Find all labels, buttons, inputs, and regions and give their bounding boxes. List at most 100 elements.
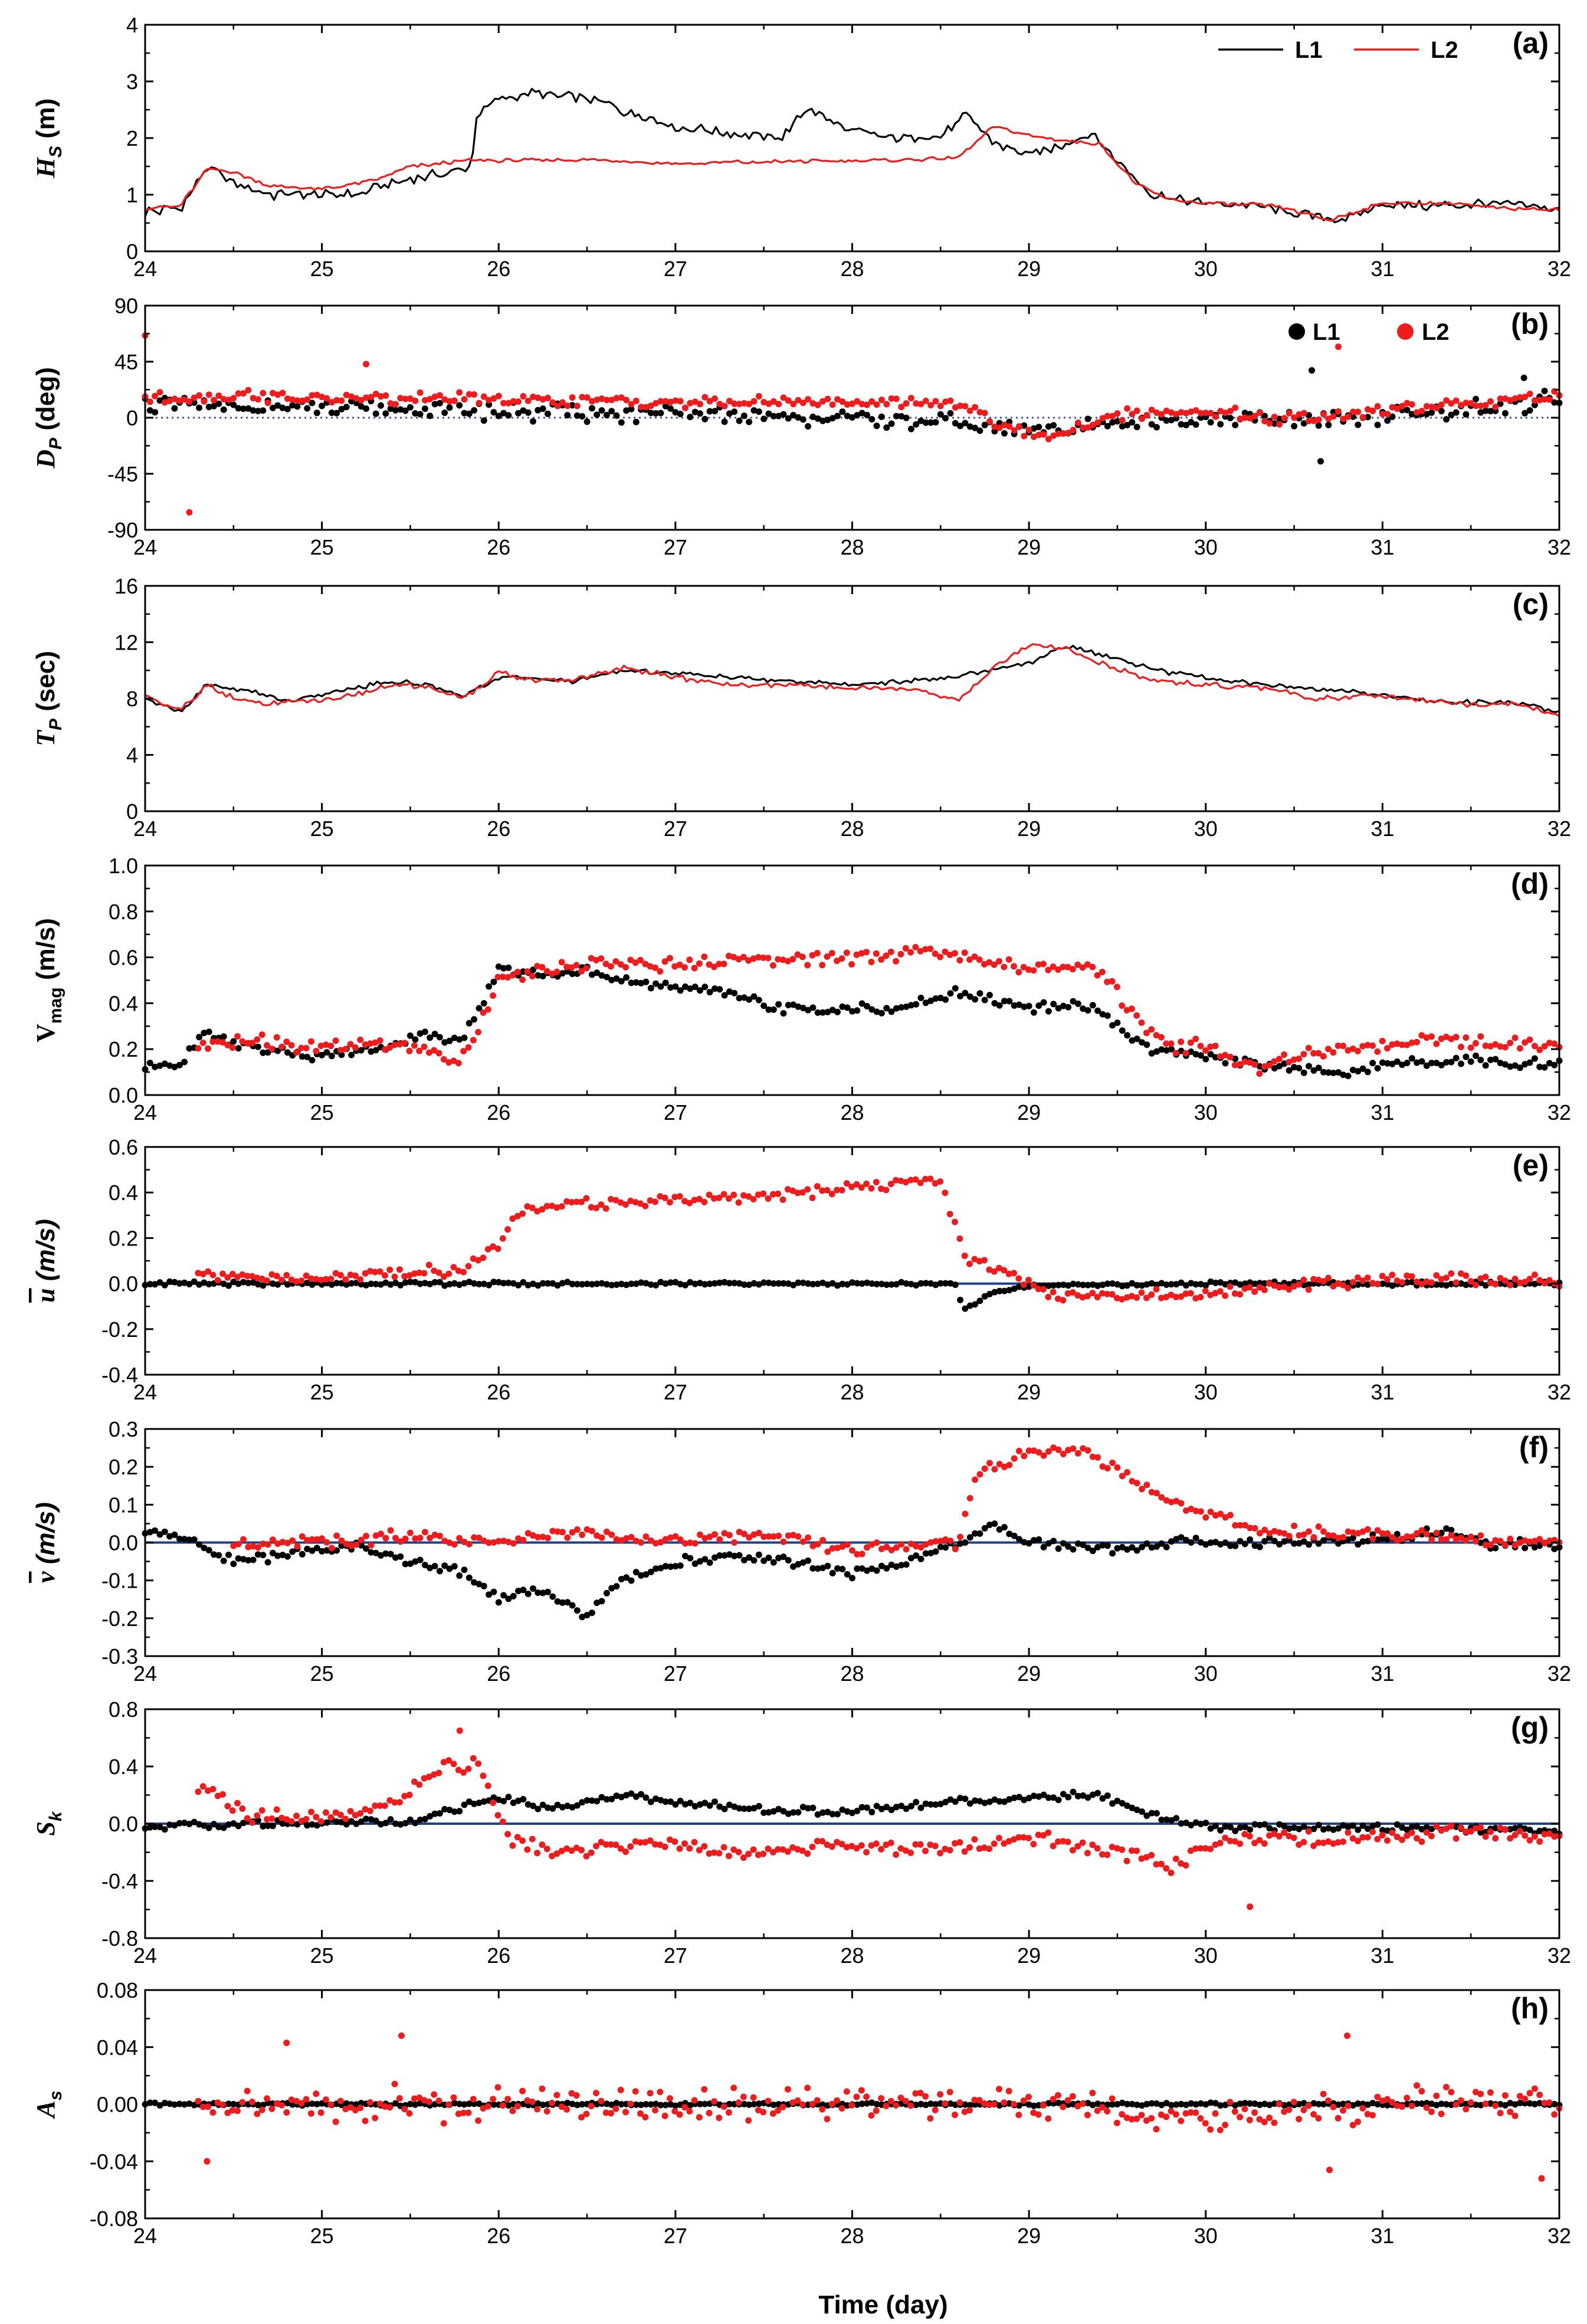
data-point	[240, 1820, 247, 1827]
data-point	[1452, 1034, 1460, 1041]
data-point	[397, 395, 404, 402]
data-point	[465, 1044, 472, 1051]
data-point	[868, 2099, 876, 2106]
data-point	[1349, 2102, 1356, 2109]
data-point	[897, 950, 904, 958]
data-point	[1501, 2092, 1509, 2099]
data-point	[362, 1041, 369, 1048]
data-point	[1050, 1843, 1057, 1850]
data-point	[598, 395, 605, 402]
data-point	[1139, 1039, 1146, 1046]
data-point	[966, 993, 973, 1000]
data-point	[731, 1280, 738, 1287]
data-point	[1153, 1490, 1160, 1497]
data-point	[642, 978, 650, 985]
data-point	[682, 983, 688, 990]
data-point	[927, 2100, 935, 2107]
data-point	[1379, 1530, 1386, 1537]
data-point	[1045, 1448, 1052, 1455]
data-point	[829, 1811, 836, 1818]
data-point	[476, 1535, 483, 1541]
data-point	[1325, 1825, 1332, 1832]
data-point	[1148, 1026, 1155, 1033]
data-point	[1158, 2102, 1165, 2109]
data-point	[524, 968, 531, 975]
data-point	[642, 961, 649, 968]
data-point	[1188, 1506, 1195, 1512]
data-point	[888, 1561, 895, 1568]
data-point	[1536, 396, 1543, 404]
data-point	[1291, 1540, 1298, 1547]
data-point	[986, 1460, 993, 1467]
data-point	[1197, 2100, 1204, 2107]
data-point	[573, 2102, 581, 2109]
data-point	[854, 412, 861, 419]
data-point	[622, 2109, 629, 2116]
data-point	[376, 1037, 383, 1044]
data-point	[986, 1846, 993, 1853]
data-point	[1251, 1288, 1258, 1295]
data-point	[1458, 1060, 1464, 1067]
data-point	[451, 1034, 458, 1041]
data-point	[1227, 408, 1234, 415]
data-point	[677, 1536, 684, 1543]
data-point	[780, 394, 787, 401]
x-tick-label: 26	[487, 2224, 510, 2248]
data-point	[986, 1798, 993, 1805]
data-point	[264, 1541, 271, 1548]
data-point	[1153, 1861, 1160, 1868]
data-point	[156, 1824, 163, 1831]
data-point	[519, 976, 526, 984]
data-point	[337, 2097, 344, 2105]
series-line-L2	[145, 643, 1560, 717]
data-point	[455, 1766, 462, 1774]
data-point	[264, 1277, 270, 1284]
data-point	[427, 396, 434, 402]
data-point	[913, 1799, 920, 1805]
data-point	[1138, 1289, 1145, 1296]
data-point	[392, 2100, 399, 2107]
data-point	[1055, 1005, 1062, 1012]
data-point	[1001, 1524, 1008, 1530]
data-point	[804, 962, 811, 969]
data-point	[211, 396, 217, 404]
data-point	[1217, 2126, 1224, 2133]
y-tick-label: 0.04	[97, 2035, 138, 2060]
data-point	[637, 1839, 644, 1846]
data-point	[524, 397, 532, 404]
data-point	[465, 1020, 473, 1027]
data-point	[1020, 2097, 1027, 2104]
data-point	[1291, 1824, 1298, 1831]
data-point	[431, 1031, 438, 1037]
data-point	[1168, 417, 1175, 424]
data-point	[1084, 2112, 1091, 2119]
data-point	[789, 2099, 796, 2106]
data-point	[490, 395, 497, 402]
data-point	[780, 1808, 787, 1815]
data-point	[1448, 400, 1455, 407]
data-point	[1247, 1279, 1254, 1286]
data-point	[957, 1540, 964, 1547]
data-point	[981, 2100, 988, 2107]
data-point	[397, 1538, 404, 1545]
data-point	[1296, 1064, 1303, 1071]
data-point	[697, 2100, 703, 2107]
data-point	[1222, 1834, 1229, 1841]
x-tick-label: 30	[1194, 535, 1218, 559]
data-point	[471, 1579, 478, 1586]
data-point	[500, 409, 507, 417]
data-point	[1178, 421, 1185, 428]
data-point	[731, 400, 738, 407]
data-point	[1158, 411, 1165, 418]
data-point	[1069, 966, 1076, 973]
data-point	[947, 410, 954, 417]
data-point	[1364, 1068, 1371, 1076]
data-point	[1281, 1051, 1288, 1058]
data-point	[1393, 1821, 1401, 1828]
data-point	[278, 1277, 285, 1283]
data-point	[1148, 1810, 1155, 1817]
data-point	[647, 1568, 654, 1575]
data-point	[1408, 2102, 1415, 2109]
data-point	[1178, 2100, 1185, 2107]
data-point	[849, 1008, 855, 1015]
